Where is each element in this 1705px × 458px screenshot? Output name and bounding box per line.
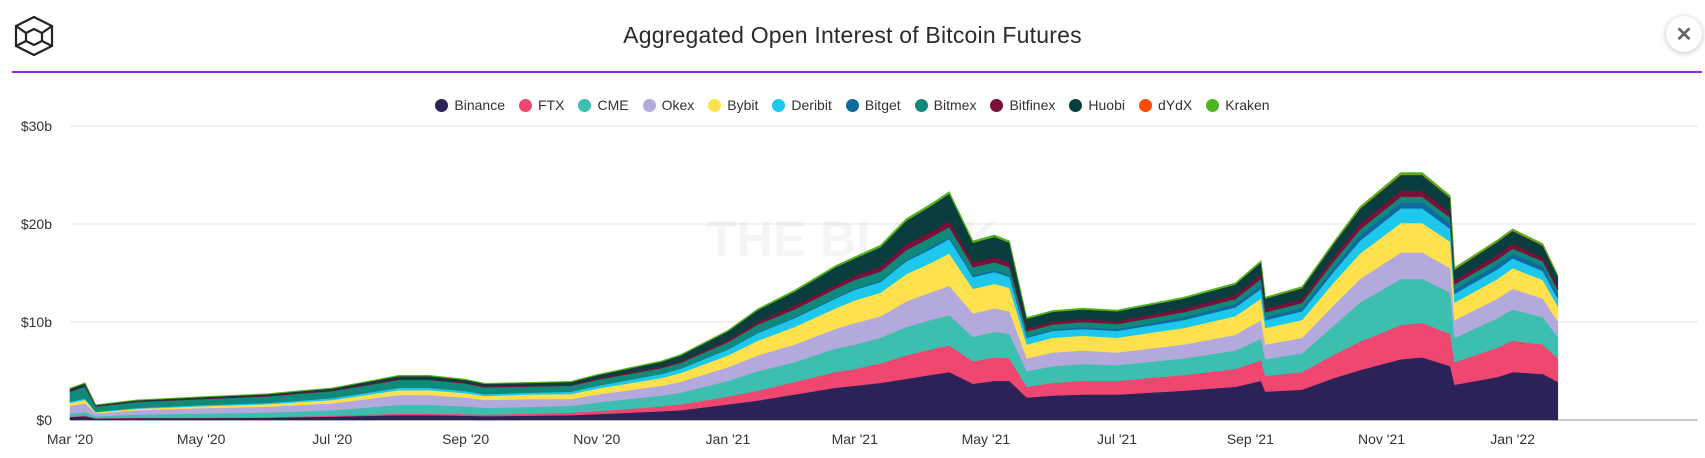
legend-swatch — [519, 98, 532, 112]
x-tick-label: Jul '20 — [312, 431, 352, 447]
legend-item-bitmex[interactable]: Bitmex — [914, 97, 977, 113]
legend-label: Bitfinex — [1009, 97, 1056, 113]
legend-item-bybit[interactable]: Bybit — [708, 97, 758, 113]
legend-swatch — [990, 98, 1004, 112]
legend-label: Bitget — [864, 97, 901, 113]
legend-swatch — [578, 98, 592, 112]
legend-swatch — [845, 98, 859, 112]
legend-label: CME — [597, 97, 629, 113]
y-tick-label: $10b — [21, 314, 52, 330]
legend-swatch — [914, 98, 928, 112]
close-button[interactable]: ✕ — [1666, 16, 1702, 52]
legend-item-huobi[interactable]: Huobi — [1069, 97, 1125, 113]
x-tick-label: Sep '21 — [1227, 431, 1274, 447]
chart-header: Aggregated Open Interest of Bitcoin Futu… — [0, 0, 1705, 73]
area-series-kraken — [69, 172, 1559, 406]
x-tick-label: Nov '21 — [1358, 431, 1405, 447]
x-tick-label: Jan '21 — [706, 431, 751, 447]
close-icon: ✕ — [1675, 23, 1693, 46]
legend-item-ftx[interactable]: FTX — [519, 97, 564, 113]
x-tick-label: May '21 — [962, 431, 1011, 447]
legend-item-kraken[interactable]: Kraken — [1206, 97, 1270, 113]
header-divider — [12, 71, 1702, 73]
legend-label: Bitmex — [933, 97, 977, 113]
x-tick-label: May '20 — [177, 431, 226, 447]
legend-label: Huobi — [1088, 97, 1125, 113]
legend-label: Kraken — [1225, 97, 1270, 113]
legend-label: Deribit — [791, 97, 832, 113]
legend-swatch — [708, 98, 722, 112]
legend-swatch — [1069, 98, 1083, 112]
legend-item-bitfinex[interactable]: Bitfinex — [990, 97, 1055, 113]
x-tick-label: Jul '21 — [1097, 431, 1137, 447]
legend-swatch — [642, 98, 656, 112]
y-tick-label: $30b — [21, 120, 52, 134]
legend-item-cme[interactable]: CME — [578, 97, 629, 113]
legend-swatch — [1206, 98, 1220, 112]
y-tick-label: $20b — [21, 216, 52, 232]
legend-item-okex[interactable]: Okex — [642, 97, 695, 113]
y-tick-label: $0 — [36, 412, 52, 428]
x-tick-label: Jan '22 — [1490, 431, 1535, 447]
legend-label: dYdX — [1157, 97, 1193, 113]
legend-swatch — [1138, 98, 1152, 112]
legend-swatch — [435, 98, 449, 112]
legend-label: Bybit — [727, 97, 759, 113]
legend-label: Binance — [454, 97, 505, 113]
legend-swatch — [772, 98, 786, 112]
x-tick-label: Sep '20 — [442, 431, 489, 447]
legend-item-dydx[interactable]: dYdX — [1138, 97, 1193, 113]
x-tick-label: Nov '20 — [573, 431, 620, 447]
legend-item-binance[interactable]: Binance — [435, 97, 505, 113]
legend-item-deribit[interactable]: Deribit — [772, 97, 832, 113]
x-tick-label: Mar '20 — [47, 431, 93, 447]
legend-item-bitget[interactable]: Bitget — [845, 97, 901, 113]
chart-legend: Binance FTX CME Okex Bybit Deribit Bitget Bitme… — [0, 97, 1705, 113]
legend-label: FTX — [538, 97, 565, 113]
cube-logo-icon[interactable] — [12, 14, 56, 58]
chart-title: Aggregated Open Interest of Bitcoin Futu… — [623, 22, 1082, 48]
x-tick-label: Mar '21 — [832, 431, 878, 447]
legend-label: Okex — [661, 97, 695, 113]
